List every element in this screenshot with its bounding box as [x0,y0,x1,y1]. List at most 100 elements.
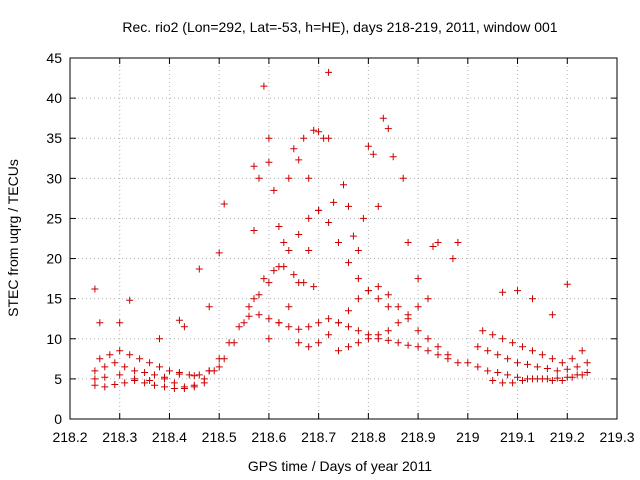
data-point [384,336,392,344]
data-point [136,355,144,363]
data-point [245,312,253,320]
data-point [345,323,352,331]
data-point [250,227,258,234]
data-point [519,343,526,351]
data-point [414,275,422,283]
data-point [354,327,362,335]
data-point [190,383,198,391]
data-point [414,327,422,335]
data-point [369,150,377,158]
data-point [359,214,367,222]
data-point [265,279,273,287]
data-point [250,162,258,170]
data-point [325,315,333,323]
data-point [255,174,263,182]
data-point [131,377,139,384]
data-point [265,315,273,323]
data-point [91,285,99,293]
data-point [563,365,571,373]
data-point [345,307,352,315]
data-point [434,343,442,351]
data-point [275,319,283,327]
data-point [305,343,313,351]
x-tick-labels: 218.2 218.3 218.4 218.5 218.6 218.7 218.8 218.9… [52,429,634,445]
data-point [354,247,362,254]
data-point [514,287,521,295]
data-point [295,279,303,287]
y-tick-labels: 0 5 10 15 20 25 30 35 40 45 [46,50,62,427]
y-tick-label: 30 [46,170,62,186]
data-point [315,128,323,136]
x-tick-label: 218.3 [102,429,137,445]
data-point [175,316,183,324]
data-point [449,255,457,263]
data-point [265,335,273,343]
data-point [255,311,263,319]
data-point [429,243,437,250]
data-point [494,351,502,359]
data-point [404,315,412,323]
data-point [305,323,313,331]
data-point [444,351,452,359]
x-tick-label: 218.2 [52,429,87,445]
data-point [514,373,521,381]
data-point [484,347,492,355]
data-point [374,283,382,291]
data-point [305,247,313,254]
data-point [190,372,198,380]
data-point [379,114,387,122]
data-point [195,371,203,379]
data-point [354,295,362,303]
data-point [389,153,397,161]
data-point [91,375,99,383]
data-point [454,239,462,246]
data-point [175,369,183,376]
data-point [285,247,293,254]
data-point [509,339,517,347]
data-point [558,359,566,367]
data-point [548,377,556,384]
data-point [325,331,333,339]
data-point [305,174,313,182]
data-point [384,327,392,335]
data-points [91,68,591,392]
data-point [384,291,392,299]
data-point [161,383,168,391]
data-point [424,335,432,343]
data-point [573,363,581,371]
data-point [543,365,551,372]
data-point [335,347,342,355]
data-point [260,82,268,90]
data-point [484,367,492,375]
data-point [399,174,407,182]
data-point [474,343,482,351]
data-point [285,303,293,311]
y-tick-label: 0 [54,411,62,427]
x-tick-label: 218.7 [301,429,336,445]
data-point [583,369,591,376]
data-point [578,371,586,379]
data-point [499,335,507,343]
y-tick-label: 40 [46,90,62,106]
data-point [305,214,313,222]
data-point [205,303,213,311]
data-point [489,331,497,339]
data-point [558,377,566,384]
data-point [295,339,303,347]
data-point [563,280,571,288]
data-point [538,375,546,383]
y-tick-label: 20 [46,251,62,267]
data-point [330,198,338,206]
x-tick-label: 218.4 [152,429,187,445]
data-point [166,367,173,375]
x-tick-label: 218.9 [401,429,436,445]
data-point [489,377,497,384]
data-point [578,347,586,355]
data-point [349,232,357,240]
data-point [230,339,238,347]
x-tick-label: 219.1 [500,429,535,445]
data-point [290,145,298,153]
data-point [345,202,352,210]
data-point [255,291,263,299]
data-point [414,303,422,311]
